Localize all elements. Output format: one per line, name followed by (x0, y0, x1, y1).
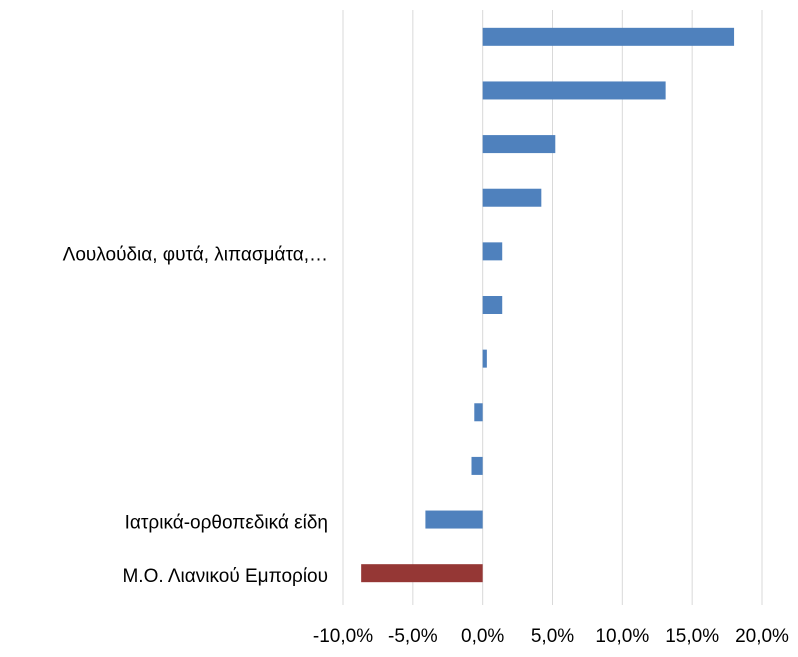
bar (361, 564, 483, 583)
bar (482, 349, 487, 368)
x-tick-label: 0,0% (461, 626, 504, 647)
bar (474, 403, 483, 422)
y-tick-label: Μ.Ο. Λιανικού Εμπορίου (122, 566, 328, 587)
bar (482, 188, 542, 207)
x-tick-label: 15,0% (665, 626, 719, 647)
x-tick-label: 20,0% (735, 626, 789, 647)
bar (482, 81, 666, 100)
bar (425, 510, 483, 529)
bar (482, 135, 556, 154)
bar (482, 27, 735, 46)
y-tick-label: Λουλούδια, φυτά, λιπασμάτα,… (63, 244, 328, 265)
x-tick-label: -5,0% (388, 626, 438, 647)
y-tick-label: Ιατρικά-ορθοπεδικά είδη (125, 513, 328, 534)
x-tick-label: -10,0% (313, 626, 373, 647)
x-tick-label: 5,0% (531, 626, 574, 647)
bar (482, 296, 503, 314)
x-tick-label: 10,0% (595, 626, 649, 647)
bar (471, 456, 483, 475)
bar (482, 242, 503, 261)
